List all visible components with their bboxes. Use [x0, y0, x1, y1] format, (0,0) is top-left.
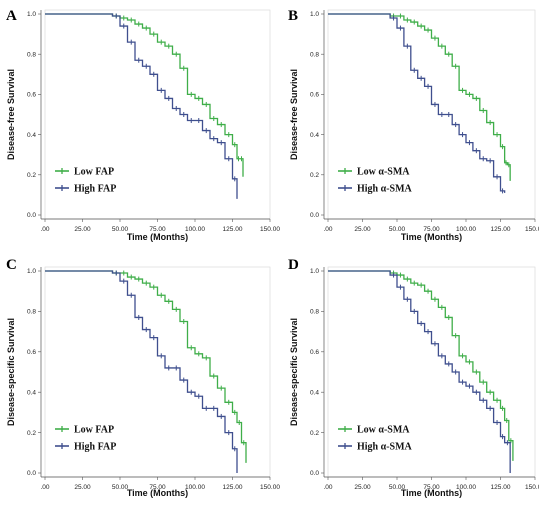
y-tick-label: 0.2 — [310, 430, 319, 437]
y-tick-label: 0.0 — [310, 470, 319, 477]
x-tick-label: .00 — [323, 226, 332, 233]
x-tick-label: 50.00 — [389, 484, 406, 491]
y-axis-label: Disease-specific Survival — [6, 318, 16, 426]
series-line-low — [45, 270, 247, 463]
legend-label: High FAP — [74, 184, 116, 195]
legend-label: Low α-SMA — [357, 425, 410, 436]
x-tick-label: 50.00 — [112, 484, 129, 491]
series-line-low — [328, 270, 514, 461]
x-tick-label: .00 — [323, 484, 332, 491]
y-tick-label: 0.0 — [27, 470, 36, 477]
y-tick-label: 0.8 — [27, 309, 36, 316]
x-tick-label: 150.00 — [260, 226, 280, 233]
y-tick-label: 1.0 — [27, 11, 36, 18]
y-tick-label: 0.4 — [310, 389, 319, 396]
y-tick-label: 0.4 — [310, 132, 319, 139]
x-tick-label: 50.00 — [112, 226, 129, 233]
y-tick-label: 1.0 — [310, 268, 319, 275]
legend-label: High α-SMA — [357, 184, 413, 195]
panel-label: A — [6, 8, 17, 24]
y-axis-label: Disease-specific Survival — [289, 318, 299, 426]
y-tick-label: 0.6 — [27, 349, 36, 356]
legend-label: High α-SMA — [357, 442, 413, 453]
x-axis-label: Time (Months) — [401, 488, 462, 498]
panel-A: 0.0 0.2 0.4 0.6 0.8 1.0 .00 25.00 50.00 75.00 100.… — [6, 8, 280, 242]
panel-label: B — [288, 8, 298, 24]
x-tick-label: .00 — [40, 226, 49, 233]
x-tick-label: 75.00 — [423, 484, 440, 491]
y-tick-label: 0.4 — [27, 389, 36, 396]
y-tick-label: 0.8 — [27, 51, 36, 58]
panel-label: C — [6, 257, 17, 273]
y-tick-label: 0.4 — [27, 132, 36, 139]
x-axis-label: Time (Months) — [401, 232, 462, 242]
x-tick-label: 25.00 — [74, 226, 91, 233]
y-tick-label: 0.6 — [27, 92, 36, 99]
y-tick-label: 0.2 — [310, 172, 319, 179]
y-tick-label: 0.0 — [27, 212, 36, 219]
x-tick-label: 75.00 — [149, 226, 166, 233]
x-tick-label: 150.00 — [260, 484, 280, 491]
x-tick-label: 75.00 — [423, 226, 440, 233]
x-tick-label: .00 — [40, 484, 49, 491]
y-axis-label: Disease-free Survival — [6, 69, 16, 160]
x-tick-label: 125.00 — [491, 226, 511, 233]
legend-label: Low FAP — [74, 425, 114, 436]
panel-D: 0.0 0.2 0.4 0.6 0.8 1.0 .00 25.00 50.00 75.00 100.… — [288, 257, 539, 498]
panel-C: 0.0 0.2 0.4 0.6 0.8 1.0 .00 25.00 50.00 75.00 100.… — [6, 257, 280, 498]
y-axis-label: Disease-free Survival — [289, 69, 299, 160]
legend-label: Low α-SMA — [357, 167, 410, 178]
x-tick-label: 25.00 — [354, 484, 371, 491]
series-line-high — [328, 270, 511, 473]
x-tick-label: 50.00 — [389, 226, 406, 233]
y-tick-label: 0.8 — [310, 309, 319, 316]
y-tick-label: 1.0 — [27, 268, 36, 275]
panel-label: D — [288, 257, 299, 273]
y-tick-label: 0.8 — [310, 51, 319, 58]
series-line-high — [328, 13, 506, 193]
panel-B: 0.0 0.2 0.4 0.6 0.8 1.0 .00 25.00 50.00 75.00 100.… — [288, 8, 539, 242]
x-tick-label: 100.00 — [456, 226, 476, 233]
y-tick-label: 0.2 — [27, 172, 36, 179]
x-tick-label: 25.00 — [354, 226, 371, 233]
x-tick-label: 75.00 — [149, 484, 166, 491]
y-tick-label: 0.6 — [310, 349, 319, 356]
y-tick-label: 0.6 — [310, 92, 319, 99]
x-axis-label: Time (Months) — [127, 232, 188, 242]
x-tick-label: 100.00 — [185, 226, 205, 233]
x-tick-label: 150.00 — [525, 226, 539, 233]
x-tick-label: 125.00 — [491, 484, 511, 491]
y-tick-label: 0.2 — [27, 430, 36, 437]
legend-label: High FAP — [74, 442, 116, 453]
y-tick-label: 0.0 — [310, 212, 319, 219]
x-axis-label: Time (Months) — [127, 488, 188, 498]
x-tick-label: 150.00 — [525, 484, 539, 491]
x-tick-label: 100.00 — [185, 484, 205, 491]
x-tick-label: 100.00 — [456, 484, 476, 491]
legend-label: Low FAP — [74, 167, 114, 178]
x-tick-label: 25.00 — [74, 484, 91, 491]
x-tick-label: 125.00 — [223, 484, 243, 491]
series-line-high — [45, 270, 238, 473]
x-tick-label: 125.00 — [223, 226, 243, 233]
y-tick-label: 1.0 — [310, 11, 319, 18]
series-line-low — [328, 13, 511, 181]
series-line-low — [45, 13, 244, 177]
